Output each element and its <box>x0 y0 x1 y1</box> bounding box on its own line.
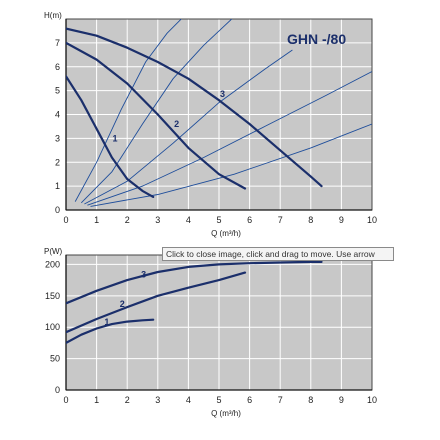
y-axis-title: P(W) <box>44 247 63 256</box>
curve-speed-3 <box>66 27 323 188</box>
y-tick-label: 0 <box>55 385 60 395</box>
y-tick-label: 150 <box>45 291 60 301</box>
x-axis-title: Q (m³/h) <box>211 229 241 238</box>
y-tick-label: 1 <box>55 181 60 191</box>
y-tick-label: 5 <box>55 86 60 96</box>
x-tick-label: 7 <box>278 395 283 405</box>
chart-title: GHN -/80 <box>287 31 346 47</box>
x-tick-label: 5 <box>216 215 221 225</box>
system-curve <box>74 19 182 202</box>
x-tick-label: 3 <box>155 395 160 405</box>
y-tick-label: 2 <box>55 157 60 167</box>
x-tick-label: 4 <box>186 395 191 405</box>
y-tick-label: 200 <box>45 259 60 269</box>
y-tick-label: 7 <box>55 38 60 48</box>
curve-label-1: 1 <box>112 133 117 143</box>
curve-label-3: 3 <box>141 269 146 279</box>
x-tick-label: 1 <box>94 395 99 405</box>
x-tick-label: 9 <box>339 215 344 225</box>
x-tick-label: 9 <box>339 395 344 405</box>
curve-label-2: 2 <box>120 299 125 309</box>
y-tick-label: 3 <box>55 133 60 143</box>
curve-label-3: 3 <box>220 89 225 99</box>
system-curve <box>84 49 293 205</box>
y-tick-label: 4 <box>55 110 60 120</box>
x-tick-label: 2 <box>125 215 130 225</box>
y-tick-label: 100 <box>45 322 60 332</box>
x-axis-title: Q (m³/h) <box>211 409 241 418</box>
image-viewer-tooltip: Click to close image, click and drag to … <box>162 247 394 261</box>
y-tick-label: 0 <box>55 205 60 215</box>
x-tick-label: 1 <box>94 215 99 225</box>
curve-speed-1 <box>66 75 155 198</box>
curve-speed-1 <box>66 318 155 344</box>
x-tick-label: 5 <box>216 395 221 405</box>
x-tick-label: 6 <box>247 395 252 405</box>
x-tick-label: 6 <box>247 215 252 225</box>
x-tick-label: 2 <box>125 395 130 405</box>
curve-label-1: 1 <box>104 317 109 327</box>
x-tick-label: 7 <box>278 215 283 225</box>
system-curve <box>90 123 372 207</box>
x-tick-label: 8 <box>308 395 313 405</box>
x-tick-label: 4 <box>186 215 191 225</box>
x-tick-label: 10 <box>367 395 377 405</box>
curve-speed-2 <box>66 41 247 190</box>
x-tick-label: 8 <box>308 215 313 225</box>
system-curve <box>87 71 372 206</box>
y-tick-label: 50 <box>50 354 60 364</box>
x-tick-label: 10 <box>367 215 377 225</box>
x-tick-label: 3 <box>155 215 160 225</box>
curve-speed-3 <box>66 260 323 305</box>
curve-label-2: 2 <box>174 119 179 129</box>
system-curve <box>80 19 233 204</box>
y-tick-label: 6 <box>55 62 60 72</box>
x-tick-label: 0 <box>63 215 68 225</box>
y-axis-title: H(m) <box>44 11 62 20</box>
curve-speed-2 <box>66 271 247 334</box>
x-tick-label: 0 <box>63 395 68 405</box>
head-chart: 0 1 2 3 4 5 6 7 8 9 10 0 1 2 3 4 5 6 7 H(m) Q (m³/h) 1 2 3 GHN -… <box>44 11 377 238</box>
